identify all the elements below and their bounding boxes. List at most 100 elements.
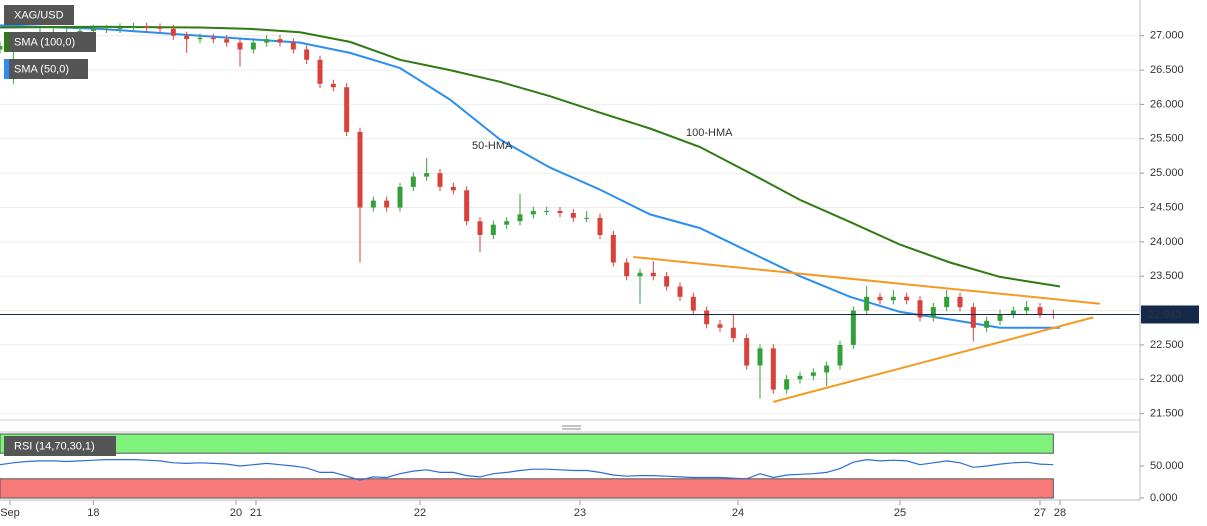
x-tick-label: 20	[230, 507, 242, 519]
candle-body	[344, 87, 350, 132]
candle-body	[104, 28, 110, 30]
candle-body	[997, 313, 1003, 321]
candle-body	[250, 42, 256, 50]
y-tick-label: 26.500	[1150, 64, 1184, 76]
candle-body	[237, 42, 243, 50]
candle-body	[957, 296, 963, 308]
candle-body	[757, 348, 763, 366]
candle-body	[304, 49, 310, 60]
candle-body	[504, 221, 510, 225]
candle-body	[864, 296, 870, 311]
candle-body	[197, 37, 203, 40]
candle-body	[770, 348, 776, 390]
candle-body	[610, 234, 616, 263]
candle-body	[157, 27, 163, 29]
candle-body	[730, 327, 736, 339]
candle-body	[450, 186, 456, 191]
legend-label[interactable]: SMA (50,0)	[14, 63, 69, 75]
y-tick-label: 23.500	[1150, 270, 1184, 282]
candle-body	[877, 296, 883, 301]
candle-body	[664, 276, 670, 287]
candle-body	[837, 344, 843, 366]
candle-body	[117, 27, 123, 29]
candle-body	[277, 39, 283, 43]
last-price-box	[1141, 305, 1199, 324]
hma-line	[0, 24, 1060, 329]
candle-body	[1037, 307, 1043, 314]
candle-body	[810, 372, 816, 376]
x-tick-label: 21	[250, 507, 262, 519]
y-tick-label: 25.500	[1150, 133, 1184, 145]
rsi-band	[0, 478, 1054, 499]
candle-body	[624, 262, 630, 277]
y-tick-label: 24.000	[1150, 236, 1184, 248]
legend-swatch	[4, 32, 9, 52]
x-tick-label: 23	[574, 507, 586, 519]
candle-body	[330, 83, 336, 88]
legend-box	[4, 59, 88, 79]
y-tick-label: 22.000	[1150, 373, 1184, 385]
candle-body	[944, 296, 950, 308]
candle-body	[970, 307, 976, 328]
overlay-layer: XAG/USD SMA (100,0) SMA (50,0) RSI (14,7…	[0, 5, 1199, 519]
trendline	[773, 316, 1094, 403]
candle-body	[184, 35, 190, 40]
candle-body	[130, 26, 136, 28]
candle-body	[224, 39, 230, 43]
candle-body	[370, 200, 376, 208]
candle-body	[490, 224, 496, 235]
series-label: 50-HMA	[472, 140, 513, 152]
x-tick-label: 24	[732, 507, 744, 519]
candle-body	[544, 210, 550, 212]
y-tick-label: 21.500	[1150, 408, 1184, 420]
candle-body	[530, 210, 536, 215]
candle-body	[357, 131, 363, 208]
candle-body	[677, 286, 683, 297]
candle-body	[517, 214, 523, 222]
legend-box	[4, 32, 96, 52]
legend-label[interactable]: SMA (100,0)	[14, 36, 75, 48]
candle-body	[890, 296, 896, 301]
candle-body	[930, 307, 936, 318]
candle-body	[410, 176, 416, 187]
x-tick-label: 25	[894, 507, 906, 519]
candle-body	[904, 296, 910, 301]
candle-body	[637, 272, 643, 277]
candle-body	[264, 39, 270, 43]
x-tick-label: 28	[1054, 507, 1066, 519]
candle-body	[477, 221, 483, 235]
candle-body	[597, 217, 603, 235]
candle-body	[437, 173, 443, 187]
candle-body	[584, 217, 590, 219]
candle-body	[984, 320, 990, 328]
legend-swatch	[4, 59, 9, 79]
candle-body	[397, 186, 403, 208]
candle-body	[850, 310, 856, 345]
x-tick-label: Sep	[0, 507, 20, 519]
candle-body	[290, 42, 296, 50]
candle-body	[784, 379, 790, 390]
y-tick-label: 22.500	[1150, 339, 1184, 351]
trendline	[633, 256, 1101, 305]
grid-layer	[0, 35, 1144, 505]
candle-body	[90, 28, 96, 31]
y-tick-label: 24.500	[1150, 201, 1184, 213]
candle-body	[210, 37, 216, 40]
x-tick-label: 18	[87, 507, 99, 519]
pane-handle[interactable]	[562, 425, 581, 430]
rsi-band	[0, 433, 1054, 454]
candle-body	[144, 26, 150, 28]
rsi-title: RSI (14,70,30,1)	[14, 440, 95, 452]
chart-title: XAG/USD	[14, 9, 64, 21]
rsi-line	[0, 458, 1054, 481]
candle-body	[650, 272, 656, 277]
hma-line	[0, 25, 1061, 288]
candle-body	[384, 200, 390, 208]
candle-body	[824, 365, 830, 373]
candle-body	[917, 300, 923, 318]
candle-body	[690, 296, 696, 311]
candle-body	[797, 375, 803, 380]
plot-layer	[0, 22, 1140, 481]
y-tick-label: 50.000	[1150, 460, 1184, 472]
